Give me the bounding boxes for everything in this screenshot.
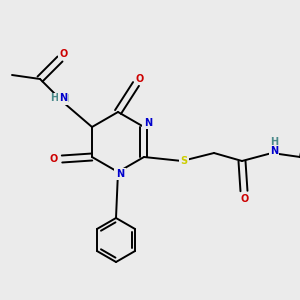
Text: H: H xyxy=(270,137,278,147)
Text: O: O xyxy=(136,74,144,84)
Text: O: O xyxy=(241,194,249,204)
Text: N: N xyxy=(116,169,124,179)
Text: N: N xyxy=(59,93,67,103)
Text: O: O xyxy=(60,49,68,59)
Text: H: H xyxy=(50,93,58,103)
Text: N: N xyxy=(270,146,278,156)
Text: S: S xyxy=(180,156,188,166)
Text: O: O xyxy=(50,154,58,164)
Text: N: N xyxy=(144,118,152,128)
Text: NH: NH xyxy=(53,94,69,104)
